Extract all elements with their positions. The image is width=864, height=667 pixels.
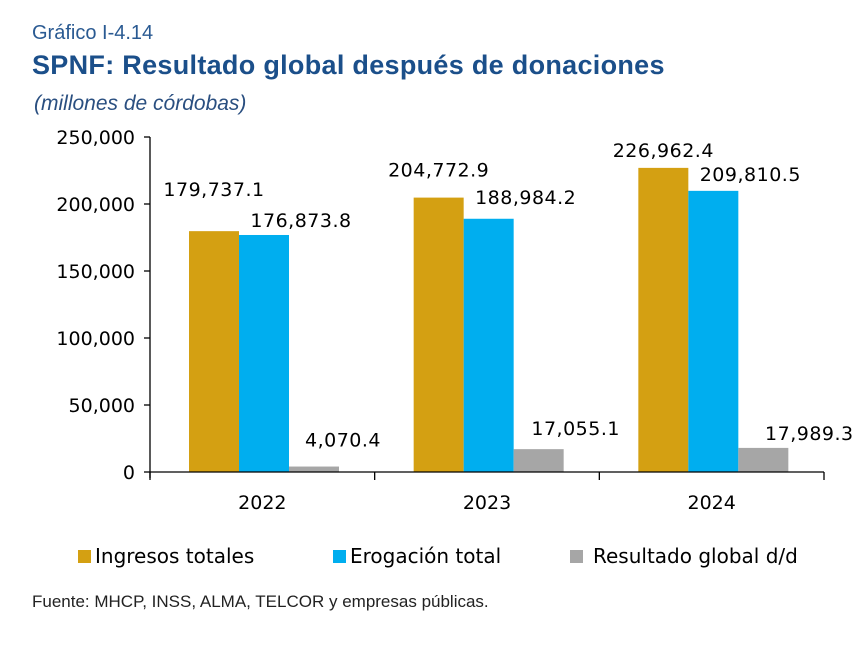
data-label-erogacion-2023: 188,984.2	[475, 187, 576, 209]
chart-kicker: Gráfico I-4.14	[32, 22, 154, 44]
legend-label-erogacion: Erogación total	[350, 544, 502, 568]
source-note: Fuente: MHCP, INSS, ALMA, TELCOR y empre…	[32, 592, 489, 611]
data-label-erogacion-2022: 176,873.8	[250, 210, 351, 232]
legend-item-ingresos: Ingresos totales	[78, 544, 254, 568]
data-label-ingresos-2022: 179,737.1	[163, 179, 264, 201]
bar-ingresos-2023	[413, 197, 464, 472]
x-tick-label: 2023	[463, 492, 511, 514]
chart-units: (millones de córdobas)	[34, 92, 247, 115]
bar-ingresos-2022	[189, 231, 239, 472]
bar-resultado-2023	[513, 449, 564, 472]
bar-erogacion-2023	[463, 218, 514, 472]
legend-label-ingresos: Ingresos totales	[95, 544, 255, 568]
bar-chart: 0 50,000 100,000 150,000 200,000 250,000 2022 2…	[56, 127, 854, 514]
bar-resultado-2024	[738, 447, 789, 472]
bar-erogacion-2024	[688, 190, 739, 472]
data-label-resultado-2023: 17,055.1	[531, 418, 620, 440]
y-tick-label: 200,000	[56, 194, 135, 216]
y-tick-label: 250,000	[56, 127, 135, 149]
y-tick-label: 100,000	[56, 328, 135, 350]
x-tick-label: 2024	[687, 492, 735, 514]
legend-item-resultado: Resultado global d/d	[570, 544, 798, 568]
data-label-resultado-2022: 4,070.4	[305, 430, 381, 452]
data-label-ingresos-2023: 204,772.9	[388, 160, 489, 182]
legend-swatch-ingresos	[78, 549, 91, 563]
data-label-resultado-2024: 17,989.3	[765, 423, 854, 445]
y-tick-label: 0	[123, 462, 135, 484]
legend-label-resultado: Resultado global d/d	[593, 544, 798, 568]
legend: Ingresos totales Erogación total Resulta…	[0, 544, 864, 574]
y-tick-label: 150,000	[56, 261, 135, 283]
data-label-ingresos-2024: 226,962.4	[613, 140, 714, 162]
bar-erogacion-2022	[239, 234, 289, 472]
chart-title: SPNF: Resultado global después de donaci…	[32, 50, 665, 80]
legend-swatch-erogacion	[333, 549, 346, 563]
x-tick-label: 2022	[238, 492, 286, 514]
legend-swatch-resultado	[570, 549, 583, 563]
bar-ingresos-2024	[638, 167, 689, 473]
bar-resultado-2022	[289, 466, 339, 472]
y-tick-label: 50,000	[69, 395, 135, 417]
legend-item-erogacion: Erogación total	[333, 544, 501, 568]
data-label-erogacion-2024: 209,810.5	[700, 164, 801, 186]
